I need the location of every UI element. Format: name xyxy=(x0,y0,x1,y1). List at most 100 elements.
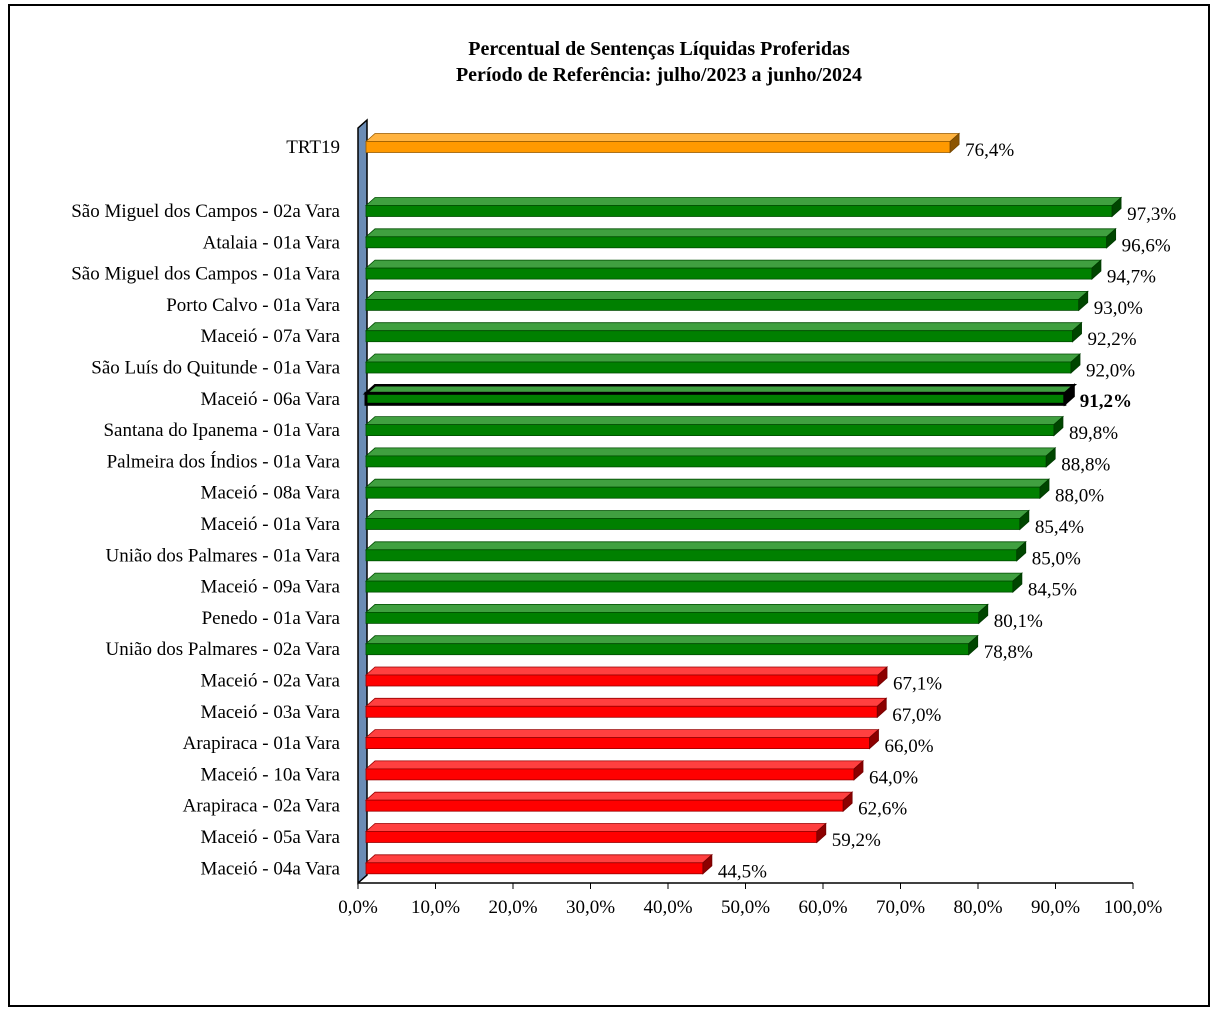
bar-top-face xyxy=(364,353,1082,363)
bar-front-face xyxy=(365,424,1055,437)
category-label: União dos Palmares - 02a Vara xyxy=(106,639,341,660)
category-label: Porto Calvo - 01a Vara xyxy=(166,295,340,316)
category-label: Maceió - 08a Vara xyxy=(201,483,341,504)
category-label: Maceió - 07a Vara xyxy=(201,326,341,347)
x-tick-label: 90,0% xyxy=(1031,897,1080,918)
bar-top-face xyxy=(364,823,827,832)
bar-end-face xyxy=(978,603,989,625)
bar xyxy=(364,259,1102,280)
category-label: Maceió - 04a Vara xyxy=(201,858,341,879)
bar-end-face xyxy=(842,791,853,813)
bar-top-face xyxy=(364,259,1102,269)
bar xyxy=(362,383,1078,407)
bar-front-face xyxy=(365,361,1072,374)
x-tick-label: 70,0% xyxy=(876,897,925,918)
bar xyxy=(364,478,1051,500)
category-label: Penedo - 01a Vara xyxy=(202,608,341,629)
value-label: 64,0% xyxy=(869,767,918,788)
bar-front-face xyxy=(365,330,1073,343)
bar xyxy=(364,666,889,687)
value-label: 44,5% xyxy=(718,861,767,882)
bar-end-face xyxy=(1012,572,1023,593)
chart-subtitle: Período de Referência: julho/2023 a junh… xyxy=(455,64,863,86)
bar-highlight-outline xyxy=(362,384,1078,395)
category-label: Maceió - 02a Vara xyxy=(201,671,341,692)
bar xyxy=(364,415,1065,437)
category-label: Maceió - 01a Vara xyxy=(201,514,341,535)
bar-front-face xyxy=(365,737,870,749)
bar xyxy=(364,290,1089,312)
bar-front-face xyxy=(365,768,855,781)
category-label: Santana do Ipanema - 01a Vara xyxy=(103,420,340,441)
category-label: TRT19 xyxy=(286,137,340,158)
bar xyxy=(364,540,1027,562)
bar xyxy=(364,760,865,781)
x-tick-label: 0,0% xyxy=(338,897,378,918)
value-label: 84,5% xyxy=(1028,580,1077,601)
x-tick-label: 80,0% xyxy=(953,897,1002,918)
bar-front-face xyxy=(365,141,951,153)
bar-end-face xyxy=(968,634,979,656)
bar-end-face xyxy=(1045,447,1056,468)
bar xyxy=(364,603,989,625)
category-label: Maceió - 10a Vara xyxy=(201,764,341,785)
value-label: 88,8% xyxy=(1061,454,1110,475)
bar-top-face xyxy=(364,760,865,770)
plot-side-wall xyxy=(357,118,368,885)
bar-front-face xyxy=(365,862,704,875)
bar-end-face xyxy=(1091,259,1102,280)
bar-top-face xyxy=(364,729,880,738)
category-label: São Miguel dos Campos - 02a Vara xyxy=(71,201,340,222)
bar-top-face xyxy=(364,478,1051,488)
bar-top-face xyxy=(364,416,1065,426)
category-label: Arapiraca - 02a Vara xyxy=(183,796,341,817)
bar-front-face xyxy=(365,674,879,687)
value-label: 67,1% xyxy=(893,674,942,695)
bar xyxy=(364,196,1123,218)
bar xyxy=(364,132,961,154)
bar xyxy=(364,822,827,844)
value-label: 89,8% xyxy=(1069,423,1118,444)
category-label: Maceió - 03a Vara xyxy=(201,702,341,723)
bar-top-face xyxy=(364,510,1030,519)
value-label: 91,2% xyxy=(1080,391,1132,412)
bar-end-face xyxy=(949,132,960,154)
bar-end-face xyxy=(869,728,879,750)
category-label: Palmeira dos Índios - 01a Vara xyxy=(107,450,341,472)
value-label: 96,6% xyxy=(1122,235,1171,256)
bar-end-face xyxy=(1078,290,1089,312)
category-label: São Miguel dos Campos - 01a Vara xyxy=(71,264,340,285)
x-tick-label: 30,0% xyxy=(566,897,615,918)
bar xyxy=(364,321,1083,343)
bar xyxy=(364,447,1057,468)
value-label: 78,8% xyxy=(984,642,1033,663)
category-label: União dos Palmares - 01a Vara xyxy=(106,545,341,566)
bar-end-face xyxy=(1072,321,1082,343)
bar xyxy=(364,697,888,719)
bar-front-face xyxy=(365,643,970,656)
bar-top-face xyxy=(364,604,989,613)
bar-top-face xyxy=(364,854,713,864)
bar-end-face xyxy=(1053,415,1064,437)
value-label: 97,3% xyxy=(1127,204,1176,225)
category-label: Maceió - 09a Vara xyxy=(201,577,341,598)
value-label: 76,4% xyxy=(965,140,1014,161)
x-tick-label: 20,0% xyxy=(488,897,537,918)
bar xyxy=(364,509,1030,531)
bar xyxy=(364,853,713,875)
bar-top-face xyxy=(364,197,1123,206)
bar-end-face xyxy=(877,666,888,687)
value-label: 88,0% xyxy=(1055,486,1104,507)
bar xyxy=(364,634,979,656)
chart-title: Percentual de Sentenças Líquidas Proferi… xyxy=(468,38,850,60)
x-tick-label: 60,0% xyxy=(798,897,847,918)
bar xyxy=(364,728,880,750)
category-label: São Luís do Quitunde - 01a Vara xyxy=(91,358,340,379)
x-tick-label: 10,0% xyxy=(411,897,460,918)
bar-front-face xyxy=(365,298,1080,311)
bar-end-face xyxy=(702,853,713,875)
bar-end-face xyxy=(1070,353,1081,374)
value-label: 93,0% xyxy=(1094,298,1143,319)
value-label: 94,7% xyxy=(1107,267,1156,288)
